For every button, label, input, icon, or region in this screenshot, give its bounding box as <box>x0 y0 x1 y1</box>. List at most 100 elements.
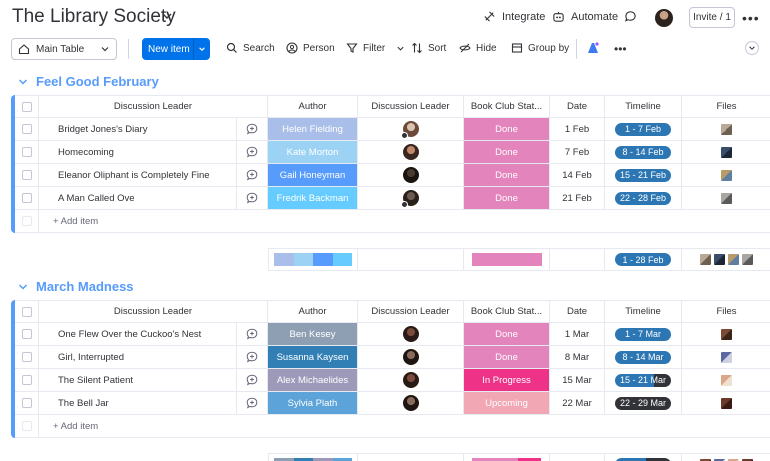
timeline-pill[interactable]: 8 - 14 Mar <box>615 350 671 364</box>
status-cell[interactable]: In Progress <box>464 369 550 392</box>
row-checkbox-cell[interactable] <box>15 118 39 141</box>
timeline-cell[interactable]: 22 - 29 Mar <box>605 392 682 415</box>
item-name[interactable]: Girl, Interrupted <box>58 351 124 363</box>
avatar[interactable] <box>400 190 419 208</box>
add-item-label[interactable]: + Add item <box>53 215 99 227</box>
add-item-label[interactable]: + Add item <box>53 420 99 432</box>
conversation-cell[interactable] <box>237 141 268 164</box>
item-name[interactable]: Eleanor Oliphant is Completely Fine <box>58 169 210 181</box>
date-cell[interactable]: 15 Mar <box>550 369 605 392</box>
group-title[interactable]: March Madness <box>36 279 134 294</box>
add-item-row[interactable]: + Add item <box>39 415 770 438</box>
timeline-pill[interactable]: 1 - 7 Mar <box>615 327 671 341</box>
conversation-cell[interactable] <box>237 369 268 392</box>
avatar[interactable] <box>402 167 419 183</box>
column-item-header[interactable]: Discussion Leader <box>39 95 268 118</box>
item-name[interactable]: Homecoming <box>58 146 114 158</box>
timeline-pill[interactable]: 1 - 7 Feb <box>615 122 671 136</box>
row-checkbox-cell[interactable] <box>15 164 39 187</box>
discussion-leader-cell[interactable] <box>358 118 464 141</box>
timeline-pill[interactable]: 8 - 14 Feb <box>615 145 671 159</box>
files-cell[interactable] <box>682 164 770 187</box>
more-options-icon[interactable]: ••• <box>614 42 627 56</box>
item-name-cell[interactable]: The Silent Patient <box>39 369 237 392</box>
column-item-header[interactable]: Discussion Leader <box>39 300 268 323</box>
checkbox[interactable] <box>21 352 32 362</box>
discussion-leader-cell[interactable] <box>358 164 464 187</box>
item-name-cell[interactable]: Bridget Jones's Diary <box>39 118 237 141</box>
item-name[interactable]: One Flew Over the Cuckoo's Nest <box>58 328 202 340</box>
status-cell[interactable]: Done <box>464 164 550 187</box>
discussion-leader-cell[interactable] <box>358 392 464 415</box>
new-item-button[interactable]: New item <box>142 38 210 60</box>
row-checkbox-cell[interactable] <box>15 346 39 369</box>
files-cell[interactable] <box>682 141 770 164</box>
item-name[interactable]: The Silent Patient <box>58 374 133 386</box>
timeline-pill[interactable]: 15 - 21 Feb <box>615 168 671 182</box>
chevron-down-icon[interactable] <box>160 8 174 24</box>
date-cell[interactable]: 1 Mar <box>550 323 605 346</box>
sort-button[interactable]: Sort <box>411 42 446 54</box>
avatar[interactable] <box>402 395 419 411</box>
status-cell[interactable]: Done <box>464 187 550 210</box>
timeline-cell[interactable]: 22 - 28 Feb <box>605 187 682 210</box>
author-cell[interactable]: Alex Michaelides <box>268 369 358 392</box>
author-cell[interactable]: Fredrik Backman <box>268 187 358 210</box>
column-author-header[interactable]: Author <box>268 95 358 118</box>
file-thumbnail[interactable] <box>721 351 732 363</box>
column-timeline-header[interactable]: Timeline <box>605 300 682 323</box>
row-checkbox-cell[interactable] <box>15 323 39 346</box>
column-book-club-status-header[interactable]: Book Club Stat... <box>464 95 550 118</box>
checkbox[interactable] <box>21 101 32 112</box>
item-name-cell[interactable]: Homecoming <box>39 141 237 164</box>
filter-button[interactable]: Filter <box>346 42 405 54</box>
discussion-leader-cell[interactable] <box>358 369 464 392</box>
item-name-cell[interactable]: The Bell Jar <box>39 392 237 415</box>
ai-assistant-icon[interactable] <box>586 41 600 55</box>
files-cell[interactable] <box>682 346 770 369</box>
chevron-down-icon[interactable] <box>18 282 28 292</box>
chevron-down-icon[interactable] <box>396 44 405 53</box>
timeline-cell[interactable]: 1 - 7 Mar <box>605 323 682 346</box>
column-files-header[interactable]: Files <box>682 300 770 323</box>
column-date-header[interactable]: Date <box>550 300 605 323</box>
column-discussion-leader-header[interactable]: Discussion Leader <box>358 300 464 323</box>
avatar[interactable] <box>402 326 419 342</box>
avatar[interactable] <box>402 349 419 365</box>
item-name-cell[interactable]: Eleanor Oliphant is Completely Fine <box>39 164 237 187</box>
date-cell[interactable]: 7 Feb <box>550 141 605 164</box>
discussion-leader-cell[interactable] <box>358 323 464 346</box>
add-update-icon[interactable] <box>246 169 258 181</box>
row-checkbox-cell[interactable] <box>15 392 39 415</box>
search-button[interactable]: Search <box>226 42 275 54</box>
item-name[interactable]: The Bell Jar <box>58 397 109 409</box>
add-update-icon[interactable] <box>246 328 258 340</box>
column-timeline-header[interactable]: Timeline <box>605 95 682 118</box>
add-item-row[interactable]: + Add item <box>39 210 770 233</box>
column-discussion-leader-header[interactable]: Discussion Leader <box>358 95 464 118</box>
view-selector[interactable]: Main Table <box>11 38 117 60</box>
conversation-cell[interactable] <box>237 164 268 187</box>
files-cell[interactable] <box>682 392 770 415</box>
automate-button[interactable]: Automate <box>552 10 618 23</box>
column-author-header[interactable]: Author <box>268 300 358 323</box>
discussion-leader-cell[interactable] <box>358 141 464 164</box>
select-all-checkbox-cell[interactable] <box>15 95 39 118</box>
column-files-header[interactable]: Files <box>682 95 770 118</box>
conversation-cell[interactable] <box>237 323 268 346</box>
timeline-cell[interactable]: 8 - 14 Feb <box>605 141 682 164</box>
checkbox[interactable] <box>21 193 32 203</box>
conversation-cell[interactable] <box>237 118 268 141</box>
updates-button[interactable] <box>624 10 637 23</box>
author-cell[interactable]: Ben Kesey <box>268 323 358 346</box>
checkbox[interactable] <box>21 398 32 408</box>
files-cell[interactable] <box>682 323 770 346</box>
item-name-cell[interactable]: Girl, Interrupted <box>39 346 237 369</box>
file-thumbnail[interactable] <box>721 192 732 204</box>
timeline-pill[interactable]: 15 - 21 Mar <box>615 373 671 387</box>
group-header-march-madness[interactable]: March Madness <box>18 279 134 294</box>
status-cell[interactable]: Done <box>464 346 550 369</box>
checkbox[interactable] <box>21 147 32 157</box>
date-cell[interactable]: 22 Mar <box>550 392 605 415</box>
conversation-cell[interactable] <box>237 187 268 210</box>
